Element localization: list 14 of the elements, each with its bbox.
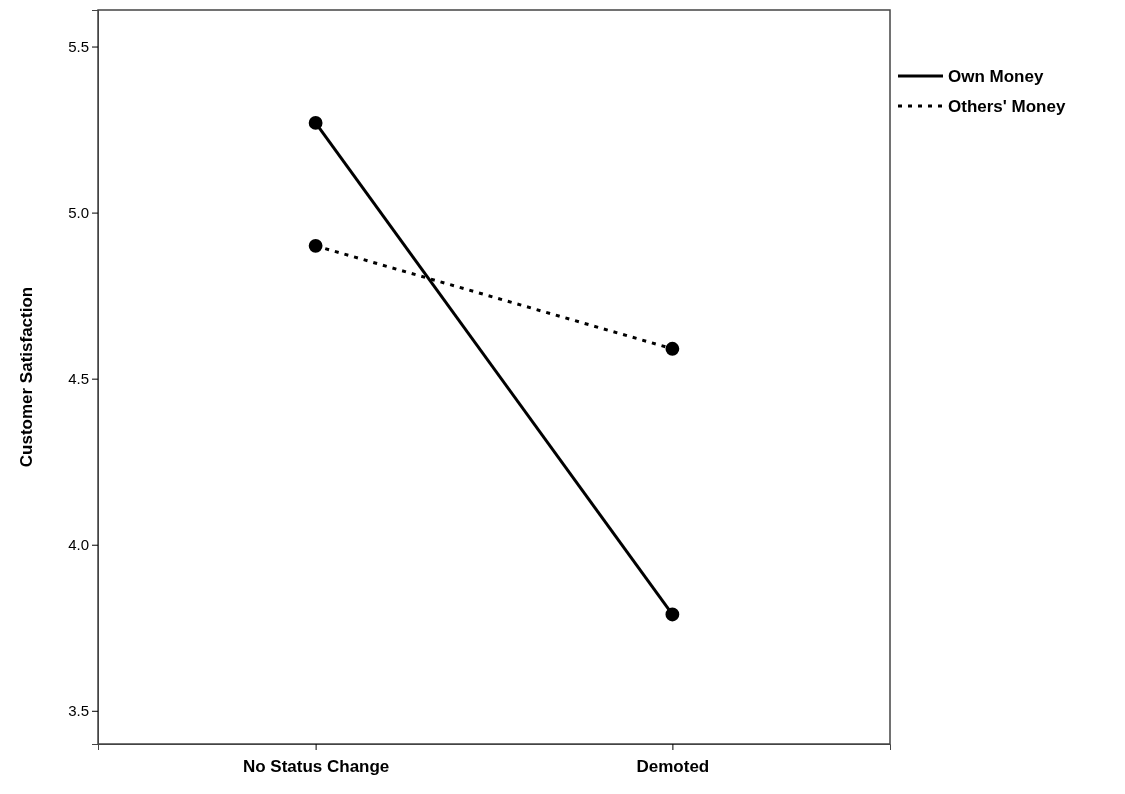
x-tick-label: Demoted — [636, 756, 710, 776]
y-tick-label: 5.0 — [68, 203, 89, 221]
legend-label: Own Money — [948, 67, 1044, 86]
y-tick-label: 4.0 — [68, 536, 89, 554]
point — [308, 238, 323, 253]
point — [308, 116, 323, 130]
y-tick-label: 4.5 — [68, 369, 89, 387]
y-axis-title: Customer Satisfaction — [17, 286, 36, 468]
point — [665, 607, 680, 622]
legend-label: Others' Money — [948, 97, 1066, 116]
y-tick-label: 3.5 — [68, 702, 89, 720]
point — [665, 341, 680, 356]
x-tick-label: No Status Change — [242, 756, 390, 776]
y-tick-label: 5.5 — [68, 37, 89, 55]
